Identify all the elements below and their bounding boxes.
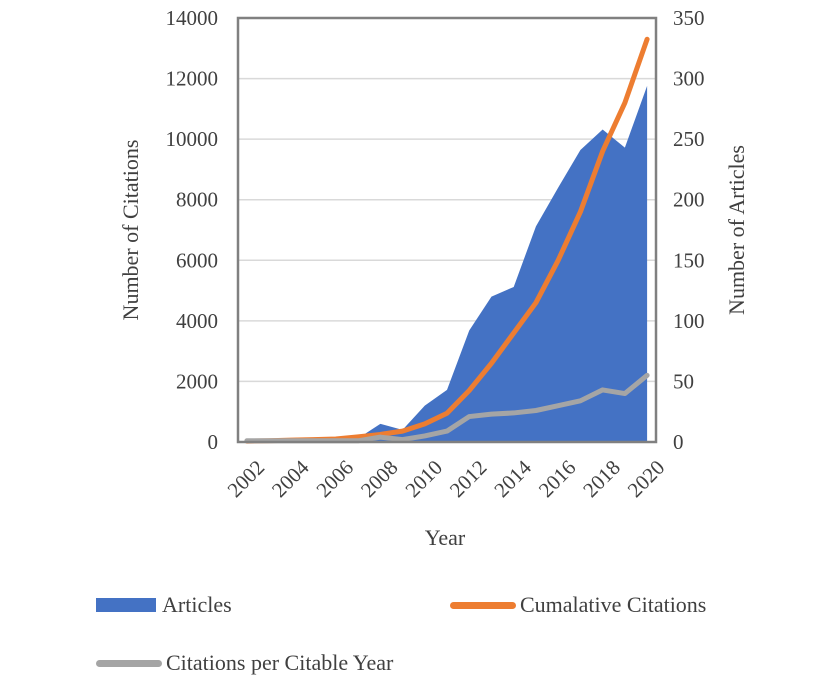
left-tick-label: 0 — [208, 430, 219, 454]
legend-item-articles: Articles — [96, 592, 232, 618]
x-tick-label: 2020 — [623, 455, 670, 502]
left-tick-label: 8000 — [176, 188, 218, 212]
left-axis-ticks: 0 2000 4000 6000 8000 10000 12000 14000 — [166, 6, 219, 454]
gridlines — [238, 17, 656, 443]
right-tick-label: 150 — [673, 248, 705, 272]
x-tick-label: 2012 — [445, 455, 492, 502]
legend-label-articles: Articles — [162, 592, 232, 617]
right-tick-label: 250 — [673, 127, 705, 151]
left-tick-label: 12000 — [166, 67, 219, 91]
plot-frame — [236, 16, 658, 444]
right-tick-label: 200 — [673, 188, 705, 212]
legend-label-cumulative-citations: Cumalative Citations — [520, 592, 707, 617]
left-tick-label: 2000 — [176, 369, 218, 393]
right-tick-label: 50 — [673, 369, 694, 393]
legend-swatch-citations-per-year — [96, 659, 162, 667]
x-tick-label: 2010 — [400, 455, 447, 502]
articles-area-series — [246, 85, 648, 442]
left-tick-label: 6000 — [176, 248, 218, 272]
right-tick-label: 350 — [673, 6, 705, 30]
right-tick-label: 100 — [673, 309, 705, 333]
x-tick-label: 2008 — [356, 455, 403, 502]
left-tick-label: 4000 — [176, 309, 218, 333]
right-tick-label: 300 — [673, 67, 705, 91]
x-axis-title: Year — [425, 525, 466, 550]
right-axis-title: Number of Articles — [724, 145, 749, 315]
legend-item-cumulative-citations: Cumalative Citations — [450, 592, 706, 618]
legend-swatch-cumulative-citations — [450, 601, 516, 609]
x-tick-label: 2006 — [311, 455, 358, 502]
right-tick-label: 0 — [673, 430, 684, 454]
x-tick-label: 2014 — [489, 455, 536, 502]
legend-label-citations-per-year: Citations per Citable Year — [166, 650, 394, 675]
left-tick-label: 14000 — [166, 6, 219, 30]
left-axis-title: Number of Citations — [118, 140, 143, 321]
legend-swatch-articles — [96, 598, 156, 612]
x-tick-label: 2002 — [223, 455, 270, 502]
left-tick-label: 10000 — [166, 127, 219, 151]
x-tick-label: 2018 — [578, 455, 625, 502]
area-articles — [246, 85, 648, 442]
legend-item-citations-per-year: Citations per Citable Year — [96, 650, 393, 676]
x-tick-label: 2016 — [534, 455, 581, 502]
x-tick-label: 2004 — [267, 455, 314, 502]
right-axis-ticks: 0 50 100 150 200 250 300 350 — [673, 6, 705, 454]
